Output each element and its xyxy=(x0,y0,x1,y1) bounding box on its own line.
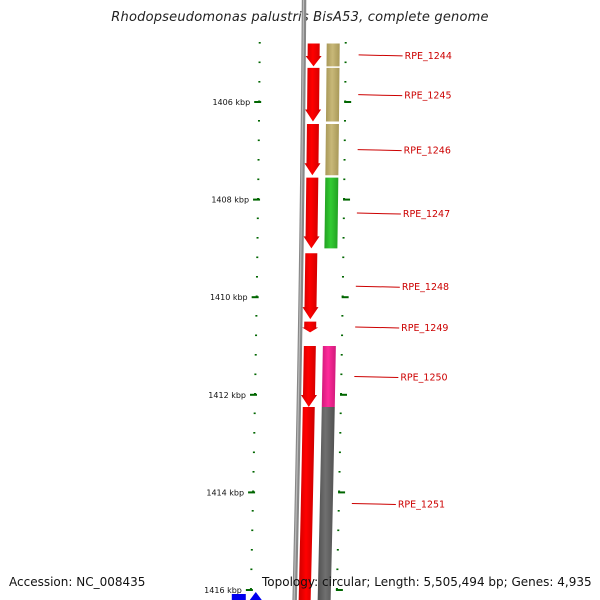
map-title: Rhodopseudomonas palustris BisA53, compl… xyxy=(111,10,489,25)
gene-column-tick xyxy=(335,589,343,591)
kbp-tick-label: 1410 kbp xyxy=(210,293,248,302)
cds-arrow[interactable] xyxy=(303,177,320,249)
cog-category-band xyxy=(324,177,339,249)
gene-leader-line xyxy=(358,54,403,57)
backbone-highlight xyxy=(293,0,305,600)
scale-dot-column xyxy=(249,42,261,590)
cds-arrow[interactable] xyxy=(300,346,317,407)
cds-arrow[interactable] xyxy=(304,123,321,176)
kbp-tick xyxy=(245,589,253,591)
kbp-tick xyxy=(251,296,259,299)
gene-label[interactable]: RPE_1249 xyxy=(401,323,448,334)
cds-arrow[interactable] xyxy=(302,253,319,320)
cog-category-band xyxy=(325,67,340,122)
gene-label[interactable]: RPE_1244 xyxy=(405,51,452,62)
accession-label: Accession: NC_008435 xyxy=(9,575,146,589)
gene-label[interactable]: RPE_1247 xyxy=(403,209,450,220)
kbp-tick xyxy=(250,393,257,396)
cog-category-band xyxy=(325,123,339,176)
cog-category-band xyxy=(317,407,335,600)
gene-leader-line xyxy=(358,94,403,97)
topology-label: Topology: circular; Length: 5,505,494 bp… xyxy=(262,575,592,589)
cog-category-band xyxy=(326,43,340,67)
kbp-tick xyxy=(248,491,256,494)
kbp-tick xyxy=(254,101,262,103)
gene-column-tick xyxy=(340,393,347,396)
kbp-tick-label: 1414 kbp xyxy=(206,488,244,497)
gene-column-tick xyxy=(343,198,351,201)
gene-leader-line xyxy=(355,285,400,288)
cds-arrow[interactable] xyxy=(305,43,322,67)
kbp-tick-label: 1408 kbp xyxy=(211,196,249,205)
gene-leader-line xyxy=(357,149,402,152)
kbp-tick-label: 1416 kbp xyxy=(204,586,242,595)
cds-arrow[interactable] xyxy=(249,592,262,600)
cds-arrow[interactable] xyxy=(302,321,319,333)
kbp-tick-label: 1406 kbp xyxy=(212,98,250,107)
cog-category-band xyxy=(321,346,336,407)
gene-leader-line xyxy=(355,326,400,329)
gene-label[interactable]: RPE_1248 xyxy=(402,282,449,293)
gene-leader-line xyxy=(354,376,399,378)
kbp-tick-label: 1412 kbp xyxy=(208,391,246,400)
gene-label[interactable]: RPE_1246 xyxy=(404,146,451,157)
gene-label[interactable]: RPE_1251 xyxy=(398,500,445,511)
gene-column-tick xyxy=(341,296,349,299)
cds-arrow[interactable] xyxy=(305,67,322,122)
gene-leader-line xyxy=(356,212,401,215)
gene-label[interactable]: RPE_1250 xyxy=(400,373,447,384)
gene-column-tick xyxy=(338,491,346,494)
cds-arrow[interactable] xyxy=(298,407,315,600)
gene-column-tick xyxy=(344,101,352,103)
gene-label[interactable]: RPE_1245 xyxy=(404,91,451,102)
kbp-tick xyxy=(253,198,261,201)
cog-category-band xyxy=(231,594,246,600)
gene-leader-line xyxy=(351,503,396,505)
